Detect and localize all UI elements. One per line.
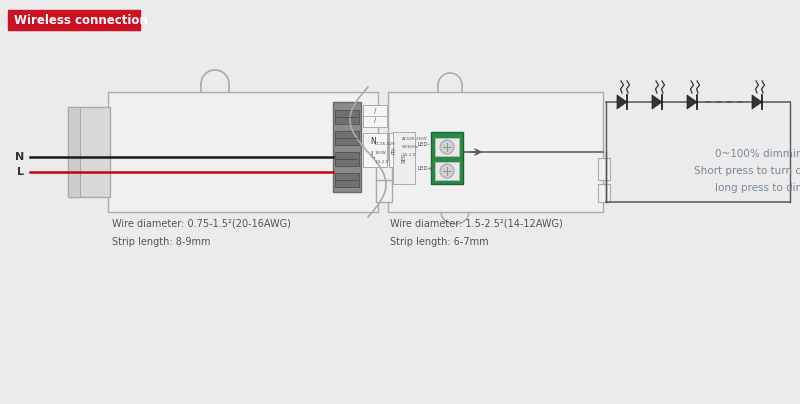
Text: 0~100% dimming
Short press to turn on/off,
long press to dim.: 0~100% dimming Short press to turn on/of…: [694, 149, 800, 194]
Bar: [376, 180, 392, 202]
Text: L: L: [17, 167, 24, 177]
Text: PRI: PRI: [391, 146, 397, 154]
Bar: [389, 133, 399, 167]
Bar: [598, 184, 610, 202]
Text: 1.5-2.5²: 1.5-2.5²: [375, 160, 391, 164]
Text: 50/60Hz: 50/60Hz: [402, 145, 419, 149]
Polygon shape: [752, 95, 762, 109]
Text: L: L: [370, 152, 374, 160]
Bar: [335, 110, 359, 124]
Bar: [598, 158, 610, 180]
Polygon shape: [652, 95, 662, 109]
Polygon shape: [617, 95, 627, 109]
Bar: [376, 159, 392, 187]
Text: LED-: LED-: [417, 143, 430, 147]
Text: AC100-250V: AC100-250V: [402, 137, 428, 141]
Bar: [363, 133, 387, 167]
Text: DC36-52V: DC36-52V: [375, 142, 396, 146]
Text: Wireless connection: Wireless connection: [14, 13, 148, 27]
Text: 1.5-1.0: 1.5-1.0: [402, 153, 416, 157]
Bar: [388, 92, 603, 212]
Text: N: N: [370, 137, 376, 145]
Text: Wire diameter: 1.5-2.5²(14-12AWG)
Strip length: 6-7mm: Wire diameter: 1.5-2.5²(14-12AWG) Strip …: [390, 219, 562, 247]
Bar: [335, 152, 359, 166]
Text: 150W: 150W: [375, 151, 387, 155]
Bar: [363, 105, 387, 127]
Bar: [68, 107, 80, 197]
Circle shape: [440, 164, 454, 178]
Bar: [393, 132, 415, 184]
Bar: [435, 138, 459, 156]
Bar: [435, 162, 459, 180]
Text: /: /: [374, 108, 376, 114]
Bar: [68, 107, 110, 197]
Bar: [335, 173, 359, 187]
Text: /: /: [374, 117, 376, 123]
Bar: [8, 10, 140, 30]
Bar: [431, 132, 463, 184]
Text: N: N: [14, 152, 24, 162]
Circle shape: [440, 140, 454, 154]
Text: Wire diameter: 0.75-1.5²(20-16AWG)
Strip length: 8-9mm: Wire diameter: 0.75-1.5²(20-16AWG) Strip…: [112, 219, 291, 247]
Bar: [108, 92, 378, 212]
Text: SEC: SEC: [402, 153, 406, 163]
Polygon shape: [687, 95, 697, 109]
Text: LED+: LED+: [417, 166, 432, 170]
Bar: [335, 131, 359, 145]
Bar: [333, 102, 361, 192]
